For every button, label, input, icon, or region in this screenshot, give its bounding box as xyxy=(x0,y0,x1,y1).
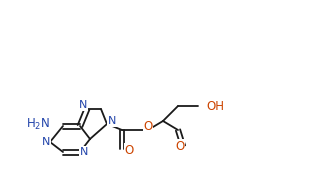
Text: OH: OH xyxy=(206,100,224,113)
Text: O: O xyxy=(143,120,153,132)
Text: N: N xyxy=(80,147,88,157)
Text: N: N xyxy=(108,116,116,126)
Text: O: O xyxy=(175,140,185,152)
Text: H$_2$N: H$_2$N xyxy=(26,116,50,132)
Text: N: N xyxy=(79,100,87,110)
Text: N: N xyxy=(42,137,50,147)
Text: O: O xyxy=(124,144,134,156)
